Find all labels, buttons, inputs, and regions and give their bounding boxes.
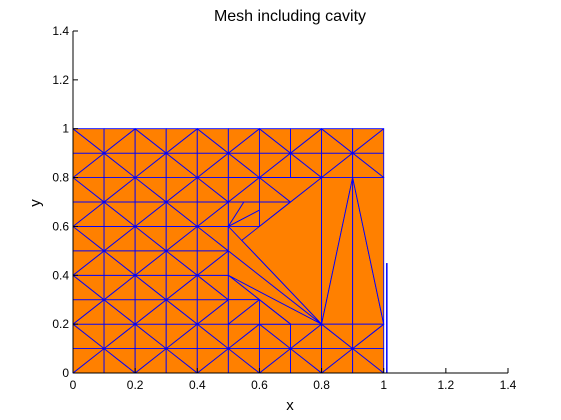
y-tick-label: 1.2 [52,73,69,87]
x-tick-label: 0 [70,378,77,392]
axes-layer [72,31,508,374]
y-axis-label: y [27,199,44,207]
mesh-layer [72,128,388,374]
x-tick-label: 0.6 [251,378,268,392]
y-ticks: 0 0.2 0.4 0.6 0.8 1 1.2 1.4 [52,24,78,380]
mesh-triangle [258,177,323,203]
mesh-triangle [290,128,323,154]
y-tick-label: 0 [62,366,69,380]
x-tick-label: 1 [380,378,387,392]
x-tick-label: 0.8 [313,378,330,392]
y-tick-label: 0.2 [52,317,69,331]
x-tick-label: 0.2 [127,378,144,392]
mesh-triangle [352,152,385,179]
chart-title: Mesh including cavity [214,8,366,25]
y-tick-label: 0.4 [52,268,69,282]
mesh-triangle [352,128,385,154]
y-tick-label: 0.6 [52,219,69,233]
mesh-triangle [165,128,198,154]
x-tick-label: 1.4 [500,378,517,392]
y-tick-label: 0.8 [52,171,69,185]
y-tick-label: 1 [62,122,69,136]
mesh-triangle [227,225,323,325]
x-tick-label: 0.4 [189,378,206,392]
mesh-triangle [103,128,136,154]
mesh-triangle [227,128,260,154]
mesh-triangle [352,323,385,350]
x-axis-label: x [286,397,294,414]
x-ticks: 0 0.2 0.4 0.6 0.8 1 1.2 1.4 [70,368,517,392]
x-tick-label: 1.2 [438,378,455,392]
mesh-triangle [258,299,291,325]
y-tick-label: 1.4 [52,24,69,38]
